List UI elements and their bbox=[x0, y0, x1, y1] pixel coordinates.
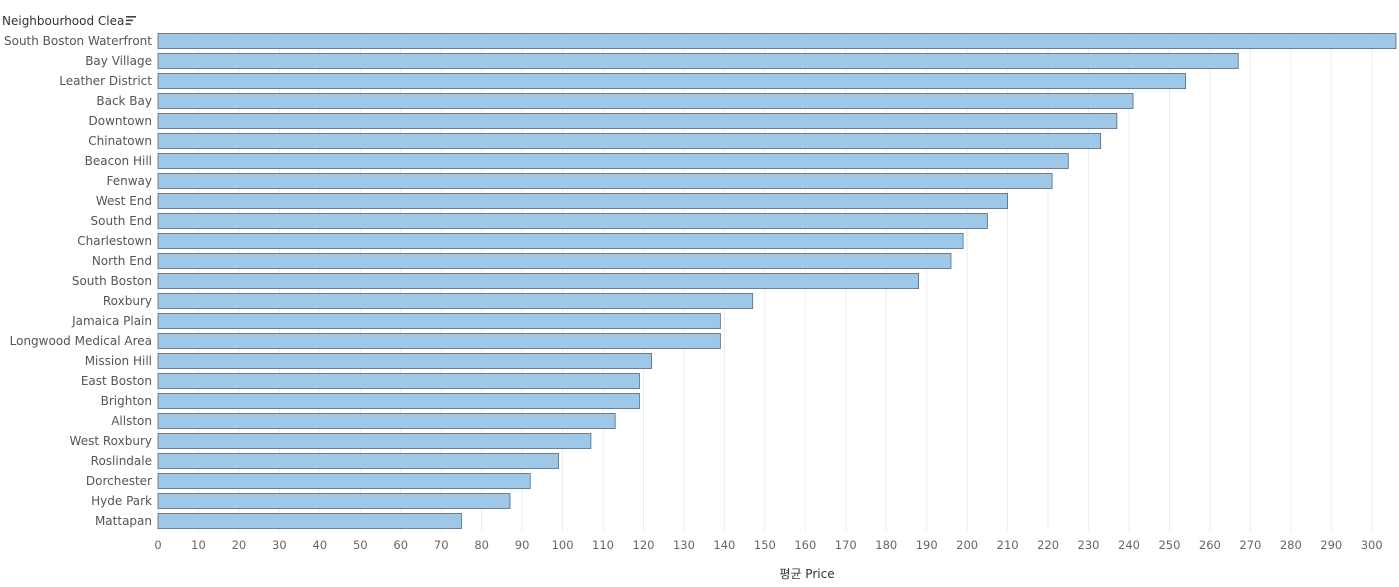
x-tick-label: 290 bbox=[1320, 538, 1342, 552]
x-axis-title: 평균 Price bbox=[779, 567, 834, 581]
category-label[interactable]: Charlestown bbox=[77, 234, 152, 248]
category-label[interactable]: Allston bbox=[111, 414, 152, 428]
category-label[interactable]: Back Bay bbox=[96, 94, 152, 108]
bar[interactable] bbox=[157, 53, 1239, 69]
bar[interactable] bbox=[157, 273, 920, 289]
bar[interactable] bbox=[157, 413, 616, 429]
x-tick-label: 150 bbox=[754, 538, 776, 552]
category-label[interactable]: Chinatown bbox=[88, 134, 152, 148]
x-tick-label: 100 bbox=[552, 538, 574, 552]
x-tick-label: 80 bbox=[474, 538, 489, 552]
bar[interactable] bbox=[157, 293, 754, 309]
x-tick-label: 180 bbox=[875, 538, 897, 552]
category-label[interactable]: South Boston Waterfront bbox=[4, 34, 152, 48]
bar[interactable] bbox=[157, 313, 721, 329]
x-tick-label: 210 bbox=[997, 538, 1019, 552]
sort-descending-icon[interactable] bbox=[126, 16, 136, 25]
category-label[interactable]: Hyde Park bbox=[91, 494, 152, 508]
x-tick-label: 280 bbox=[1280, 538, 1302, 552]
x-tick-label: 0 bbox=[154, 538, 161, 552]
x-tick-label: 130 bbox=[673, 538, 695, 552]
x-tick-label: 270 bbox=[1239, 538, 1261, 552]
bar[interactable] bbox=[157, 373, 640, 389]
x-tick-label: 140 bbox=[713, 538, 735, 552]
x-tick-label: 70 bbox=[434, 538, 449, 552]
bar[interactable] bbox=[157, 253, 952, 269]
category-label[interactable]: West Roxbury bbox=[70, 434, 152, 448]
bar[interactable] bbox=[157, 193, 1009, 209]
bar[interactable] bbox=[157, 233, 964, 249]
category-labels: South Boston Waterfront Bay Village Leathe… bbox=[4, 34, 152, 528]
neighbourhood-field-header[interactable]: Neighbourhood Clea.. bbox=[2, 14, 132, 28]
category-label[interactable]: North End bbox=[92, 254, 152, 268]
bar[interactable] bbox=[157, 133, 1102, 149]
bar[interactable] bbox=[157, 453, 559, 469]
category-label[interactable]: West End bbox=[96, 194, 152, 208]
bar[interactable] bbox=[157, 393, 640, 409]
x-tick-label: 260 bbox=[1199, 538, 1221, 552]
category-label[interactable]: Roslindale bbox=[91, 454, 152, 468]
category-label[interactable]: East Boston bbox=[81, 374, 152, 388]
bar[interactable] bbox=[157, 73, 1187, 89]
x-tick-label: 50 bbox=[353, 538, 368, 552]
x-tick-label: 200 bbox=[956, 538, 978, 552]
category-label[interactable]: Leather District bbox=[59, 74, 152, 88]
x-tick-label: 40 bbox=[313, 538, 328, 552]
bar[interactable] bbox=[157, 433, 592, 449]
x-tick-label: 220 bbox=[1037, 538, 1059, 552]
category-label[interactable]: Downtown bbox=[89, 114, 152, 128]
category-label[interactable]: South End bbox=[91, 214, 153, 228]
bar[interactable] bbox=[157, 473, 531, 489]
bars bbox=[157, 33, 1397, 529]
category-label[interactable]: Longwood Medical Area bbox=[10, 334, 152, 348]
category-label[interactable]: Dorchester bbox=[86, 474, 152, 488]
x-tick-label: 190 bbox=[916, 538, 938, 552]
bar[interactable] bbox=[157, 93, 1134, 109]
bar[interactable] bbox=[157, 213, 988, 229]
x-tick-label: 20 bbox=[232, 538, 247, 552]
category-label[interactable]: Roxbury bbox=[103, 294, 152, 308]
x-tick-label: 10 bbox=[191, 538, 206, 552]
x-tick-label: 30 bbox=[272, 538, 287, 552]
category-label[interactable]: South Boston bbox=[72, 274, 152, 288]
bar[interactable] bbox=[157, 333, 721, 349]
bar[interactable] bbox=[157, 173, 1053, 189]
x-tick-label: 230 bbox=[1078, 538, 1100, 552]
x-tick-label: 90 bbox=[515, 538, 530, 552]
category-label[interactable]: Brighton bbox=[101, 394, 152, 408]
x-tick-label: 60 bbox=[393, 538, 408, 552]
x-tick-label: 160 bbox=[794, 538, 816, 552]
bar[interactable] bbox=[157, 113, 1118, 129]
bar[interactable] bbox=[157, 513, 462, 529]
bar[interactable] bbox=[157, 153, 1069, 169]
category-label[interactable]: Mission Hill bbox=[85, 354, 152, 368]
category-label[interactable]: Beacon Hill bbox=[85, 154, 152, 168]
bar[interactable] bbox=[157, 493, 511, 509]
bar[interactable] bbox=[157, 353, 652, 369]
x-tick-labels: 0 10 20 30 40 50 60 70 80 90 100 110 120 130 140 150 160… bbox=[154, 538, 1382, 552]
bar[interactable] bbox=[157, 33, 1397, 49]
category-label[interactable]: Mattapan bbox=[95, 514, 152, 528]
x-tick-label: 300 bbox=[1361, 538, 1383, 552]
x-tick-label: 240 bbox=[1118, 538, 1140, 552]
category-label[interactable]: Fenway bbox=[106, 174, 152, 188]
x-tick-label: 110 bbox=[592, 538, 614, 552]
category-label[interactable]: Bay Village bbox=[85, 54, 152, 68]
x-tick-label: 120 bbox=[633, 538, 655, 552]
x-tick-label: 170 bbox=[835, 538, 857, 552]
category-label[interactable]: Jamaica Plain bbox=[71, 314, 152, 328]
x-tick-label: 250 bbox=[1158, 538, 1180, 552]
